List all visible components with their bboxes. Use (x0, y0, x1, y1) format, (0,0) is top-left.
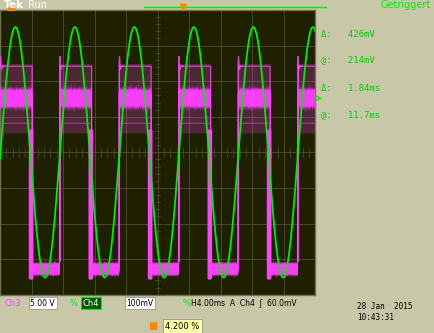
Text: @:   11.7ms: @: 11.7ms (321, 110, 380, 119)
Text: %: % (69, 299, 77, 308)
Text: Run: Run (28, 0, 47, 11)
Text: Tek: Tek (4, 0, 24, 11)
Text: @:   214mV: @: 214mV (321, 56, 374, 65)
Text: Ch4: Ch4 (82, 299, 99, 308)
Text: Δ:   1.84ms: Δ: 1.84ms (321, 84, 380, 93)
Text: 5.00 V: 5.00 V (30, 299, 55, 308)
Text: 4.200 %: 4.200 % (165, 322, 199, 331)
Text: ■: ■ (148, 321, 157, 331)
Text: Getriggert: Getriggert (379, 0, 430, 11)
Text: H4.00ms  A  Ch4  ʃ  60.0mV: H4.00ms A Ch4 ʃ 60.0mV (191, 299, 296, 308)
Text: Ch3: Ch3 (4, 299, 21, 308)
Text: 100mV: 100mV (126, 299, 153, 308)
Text: %: % (182, 299, 190, 308)
Text: Δ:   426mV: Δ: 426mV (321, 30, 374, 39)
Text: 28 Jan  2015
10:43:31: 28 Jan 2015 10:43:31 (356, 302, 411, 322)
